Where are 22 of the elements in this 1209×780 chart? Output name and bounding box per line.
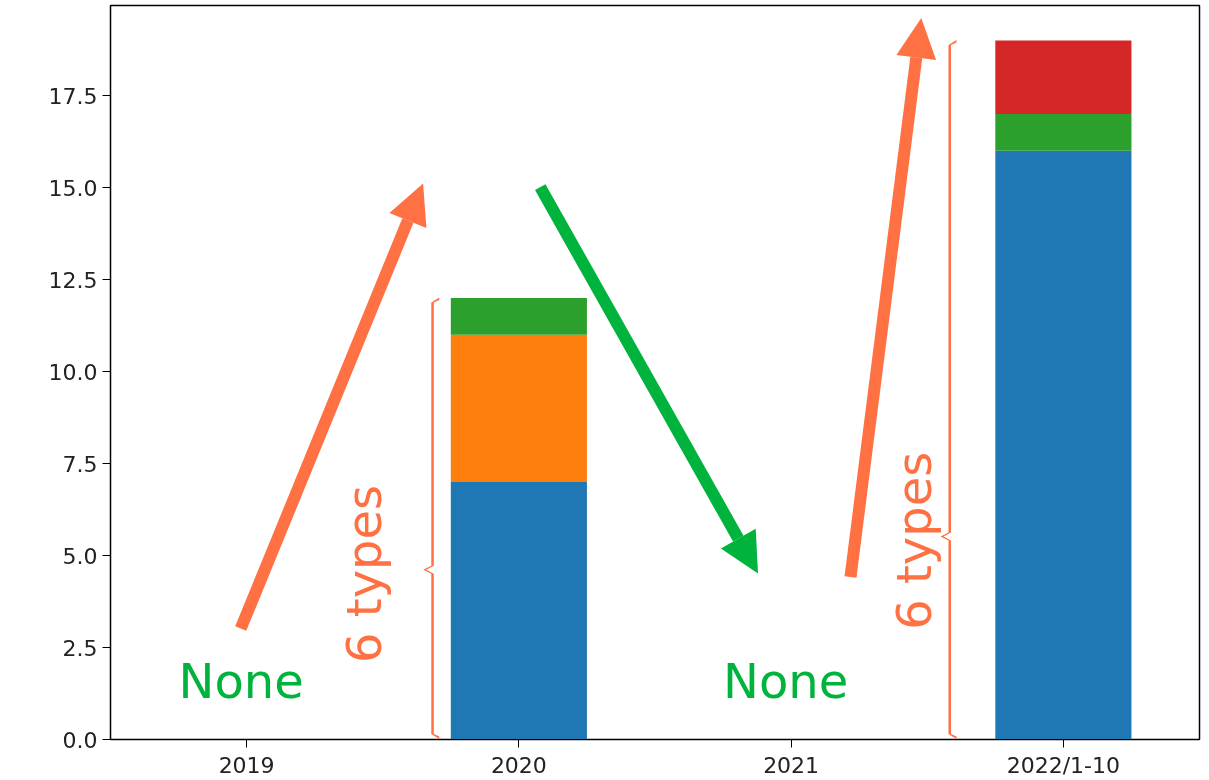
bar bbox=[995, 114, 1132, 151]
bar bbox=[450, 481, 587, 740]
y-tick-label: 0.0 bbox=[62, 727, 98, 753]
annotation: None bbox=[178, 652, 304, 709]
x-tick-label: 2021 bbox=[763, 752, 820, 778]
annotation: None bbox=[723, 652, 849, 709]
y-tick-label: 17.5 bbox=[48, 83, 98, 109]
x-tick-label: 2019 bbox=[218, 752, 275, 778]
y-tick-label: 12.5 bbox=[48, 267, 98, 293]
annotation: 6 types bbox=[885, 451, 942, 630]
y-tick-label: 5.0 bbox=[62, 543, 98, 569]
y-tick-label: 7.5 bbox=[62, 451, 98, 477]
bar bbox=[995, 150, 1132, 740]
y-tick-label: 10.0 bbox=[48, 359, 98, 385]
y-tick-label: 15.0 bbox=[48, 175, 98, 201]
y-tick-label: 2.5 bbox=[62, 635, 98, 661]
annotation: 6 types bbox=[335, 484, 392, 663]
bar bbox=[450, 334, 587, 482]
bar bbox=[450, 298, 587, 335]
x-tick-label: 2022/1-10 bbox=[1006, 752, 1121, 778]
bar bbox=[995, 40, 1132, 115]
x-tick-label: 2020 bbox=[490, 752, 547, 778]
